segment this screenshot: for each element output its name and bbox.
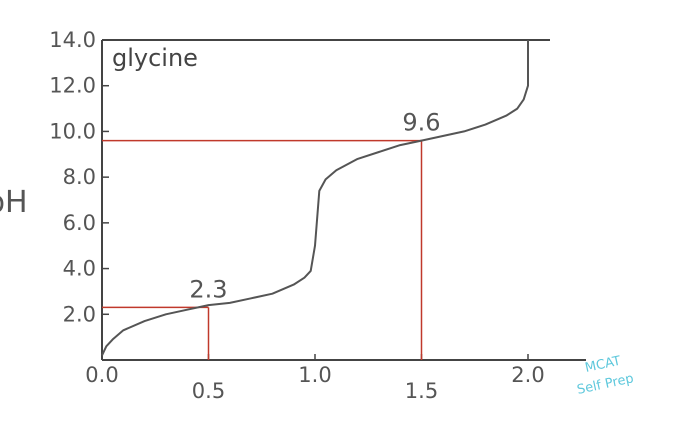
y-tick-label: 2.0 [63,302,96,326]
y-tick-label: 10.0 [49,119,96,143]
watermark-line2: Self Prep [576,371,635,398]
y-tick-label: 12.0 [49,74,96,98]
plot-area: 2.0 4.0 6.0 8.0 10.0 12.0 14.0 0.0 0.5 1.0 1.5 2.0 2… [49,28,586,403]
chart-title: glycine [112,44,198,72]
x-tick-label: 1.0 [298,363,331,387]
y-tick-label: 8.0 [63,165,96,189]
watermark-logo: MCAT Self Prep [576,354,635,398]
y-axis-label: pH [0,185,28,220]
titration-curve-line [101,40,529,356]
y-tick-label: 4.0 [63,257,96,281]
annotation-label: 2.3 [189,275,227,303]
x-tick-label: 0.0 [85,363,118,387]
watermark-line1: MCAT [584,354,623,376]
annotation-label: 9.6 [402,109,440,137]
x-tick-label: 1.5 [405,379,438,403]
y-tick-label: 6.0 [63,211,96,235]
x-tick-label: 2.0 [511,363,544,387]
x-tick-label: 0.5 [192,379,225,403]
y-tick-label: 14.0 [49,28,96,52]
